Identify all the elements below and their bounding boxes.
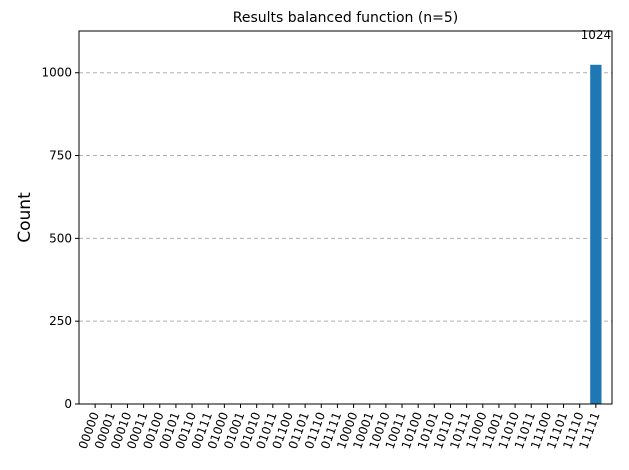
y-tick-label: 500 bbox=[49, 231, 72, 245]
x-axis-ticks: 0000000001000100001100100001010011000111… bbox=[76, 404, 603, 451]
y-axis-ticks: 0 250 500 750 1000 bbox=[41, 66, 79, 411]
y-tick-label: 750 bbox=[49, 149, 72, 163]
plot-frame bbox=[78, 30, 613, 405]
y-tick-label: 0 bbox=[64, 397, 72, 411]
y-tick-label: 250 bbox=[49, 314, 72, 328]
chart-title: Results balanced function (n=5) bbox=[233, 10, 459, 26]
bar bbox=[590, 64, 602, 404]
bars bbox=[590, 64, 602, 404]
data-labels: 1024 bbox=[581, 28, 612, 42]
y-tick-label: 1000 bbox=[41, 66, 72, 80]
gridlines bbox=[79, 72, 612, 322]
data-label: 1024 bbox=[581, 28, 612, 42]
y-axis-label: Count bbox=[15, 192, 35, 243]
